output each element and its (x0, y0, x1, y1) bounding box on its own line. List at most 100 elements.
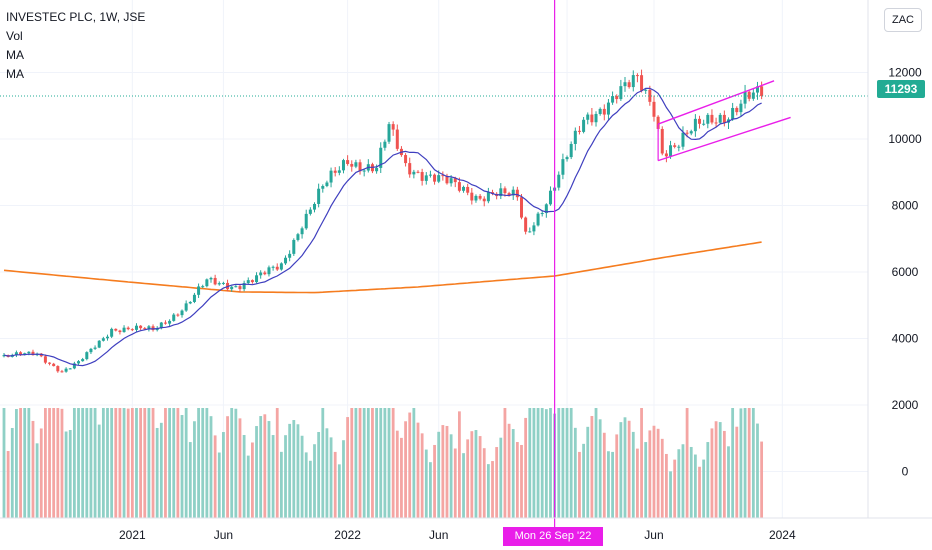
candle-body (379, 147, 383, 168)
volume-bar (325, 428, 329, 518)
candle-body (362, 170, 366, 172)
volume-bar (139, 408, 143, 518)
volume-bar (520, 444, 523, 518)
candle-body (747, 91, 751, 99)
indicator-ma-2[interactable]: MA (6, 67, 24, 81)
price-tick-label: 12000 (888, 66, 922, 80)
price-axis[interactable]: 0 2000 4000 6000 8000 10000 12000 (867, 0, 922, 518)
volume-bar (702, 459, 706, 518)
volume-bar (594, 408, 598, 518)
price-tick-label: 8000 (892, 199, 919, 213)
candle-body (329, 170, 333, 183)
candle-body (230, 286, 234, 290)
last-price-tag: 11293 (877, 80, 925, 98)
volume-bar (718, 422, 722, 518)
candle-body (209, 277, 213, 280)
volume-bar (677, 449, 681, 518)
indicator-ma-1[interactable]: MA (6, 48, 24, 62)
candle-body (743, 91, 747, 104)
volume-bar (10, 427, 14, 518)
volume-bar (623, 417, 627, 518)
volume-bar (44, 408, 47, 518)
volume-bar (143, 408, 147, 518)
volume-bar (234, 408, 238, 518)
volume-bar (404, 421, 407, 518)
candle-body (168, 320, 172, 324)
volume-bar (582, 443, 585, 518)
candle-body (358, 162, 362, 172)
volume-bar (474, 430, 478, 518)
volume-bar (706, 442, 710, 518)
volume-bar (607, 451, 610, 518)
volume-bar (615, 434, 619, 518)
volume-bar (89, 408, 93, 518)
volume-bar (395, 430, 399, 518)
candle-body (735, 107, 739, 113)
volume-bar (652, 425, 656, 518)
volume-bar (15, 409, 18, 518)
volume-bar (569, 408, 573, 518)
candle-body (611, 96, 615, 103)
volume-bar (429, 462, 432, 518)
candle-body (387, 124, 391, 142)
currency-button[interactable]: ZAC (884, 8, 922, 32)
volume-bar (648, 430, 652, 518)
volume-bar (333, 451, 337, 518)
candle-body (14, 352, 18, 355)
volume-bar (756, 423, 759, 518)
volume-bar (126, 408, 130, 518)
volume-bar (636, 448, 639, 518)
volume-bar (226, 416, 229, 518)
volume-bar (449, 434, 453, 518)
candle-body (192, 294, 196, 302)
candle-body (77, 361, 81, 364)
trend-channel[interactable] (657, 80, 791, 162)
candle-body (60, 371, 64, 373)
candle-body (594, 113, 598, 123)
volume-bar (176, 408, 180, 518)
volume-bar (743, 408, 747, 518)
candle-body (428, 174, 432, 176)
candle-body (685, 132, 689, 134)
volume-bar (60, 408, 64, 518)
volume-bar (27, 408, 31, 518)
symbol-title[interactable]: INVESTEC PLC, 1W, JSE (6, 10, 146, 24)
candle-body (263, 272, 267, 275)
candle-body (275, 266, 279, 270)
volume-bar (424, 449, 428, 518)
candle-body (163, 322, 167, 324)
volume-bar (640, 408, 643, 518)
candle-body (499, 188, 503, 197)
candle-body (544, 204, 548, 214)
candle-body (453, 178, 457, 183)
candle-body (693, 118, 697, 132)
candle-body (408, 163, 412, 175)
indicator-vol[interactable]: Vol (6, 29, 23, 43)
candle-body (176, 314, 180, 316)
volume-bar (72, 408, 76, 518)
time-axis[interactable]: 2021Jun2022Jun2023Jun2024 (0, 517, 932, 542)
volume-bar (503, 408, 507, 518)
volume-bar (222, 432, 225, 518)
volume-bar (420, 433, 424, 518)
candle-body (85, 352, 89, 360)
candle-body (515, 189, 519, 198)
candle-body (660, 128, 664, 154)
candle-body (482, 198, 486, 202)
ma-slow-line (3, 241, 762, 294)
volume-bar (135, 408, 138, 518)
volume-bar (362, 408, 366, 518)
volume-bar (408, 412, 412, 518)
volume-bar (56, 408, 60, 518)
candle-body (93, 347, 97, 349)
candle-body (110, 328, 114, 337)
volume-bar (693, 454, 697, 518)
volume-bar (458, 411, 461, 518)
crosshair-date-tag: Mon 26 Sep '22 (503, 527, 603, 546)
candle-body (731, 107, 735, 120)
channel-line-lower (657, 116, 791, 162)
volume-bar (507, 423, 511, 518)
candle-body (106, 336, 109, 339)
volume-bar (31, 420, 35, 518)
